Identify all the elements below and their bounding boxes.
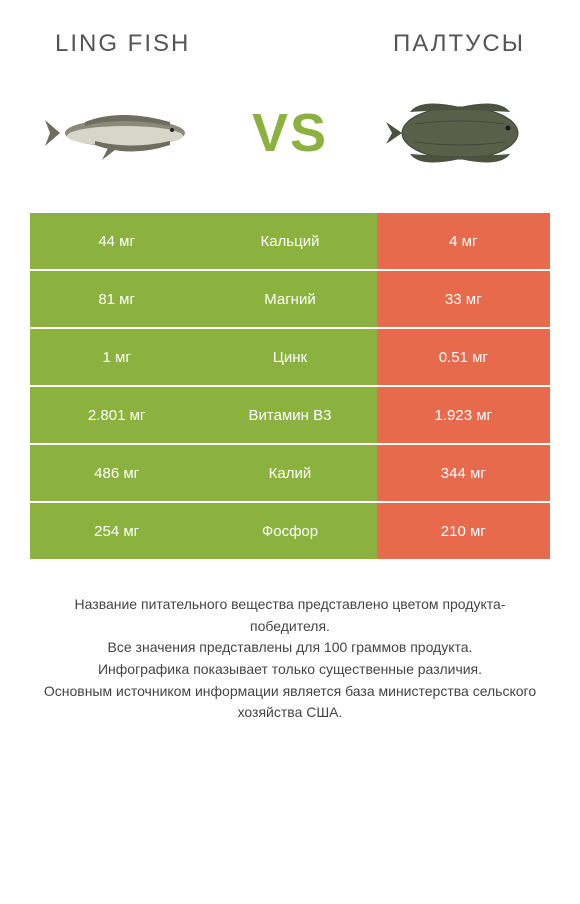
title-left: LING FISH — [55, 30, 190, 58]
footer-line: Название питательного вещества представл… — [35, 594, 545, 637]
right-value: 4 мг — [377, 213, 550, 269]
nutrient-name: Калий — [203, 445, 376, 501]
right-value: 1.923 мг — [377, 387, 550, 443]
left-value: 486 мг — [30, 445, 203, 501]
table-row: 1 мгЦинк0.51 мг — [30, 329, 550, 385]
halibut-image — [380, 88, 540, 178]
vs-row: VS — [30, 88, 550, 178]
footer-line: Все значения представлены для 100 граммо… — [35, 637, 545, 659]
right-value: 33 мг — [377, 271, 550, 327]
left-value: 44 мг — [30, 213, 203, 269]
left-value: 1 мг — [30, 329, 203, 385]
header: LING FISH ПАЛТУСЫ — [30, 30, 550, 58]
left-value: 2.801 мг — [30, 387, 203, 443]
nutrient-name: Кальций — [203, 213, 376, 269]
footer-line: Основным источником информации является … — [35, 681, 545, 724]
vs-label: VS — [252, 102, 328, 164]
left-value: 81 мг — [30, 271, 203, 327]
nutrient-name: Витамин B3 — [203, 387, 376, 443]
table-row: 254 мгФосфор210 мг — [30, 503, 550, 559]
table-row: 81 мгМагний33 мг — [30, 271, 550, 327]
table-row: 2.801 мгВитамин B31.923 мг — [30, 387, 550, 443]
table-row: 44 мгКальций4 мг — [30, 213, 550, 269]
table-row: 486 мгКалий344 мг — [30, 445, 550, 501]
right-value: 210 мг — [377, 503, 550, 559]
right-value: 0.51 мг — [377, 329, 550, 385]
comparison-table: 44 мгКальций4 мг81 мгМагний33 мг1 мгЦинк… — [30, 213, 550, 559]
right-value: 344 мг — [377, 445, 550, 501]
title-right: ПАЛТУСЫ — [393, 30, 525, 58]
nutrient-name: Магний — [203, 271, 376, 327]
left-value: 254 мг — [30, 503, 203, 559]
nutrient-name: Цинк — [203, 329, 376, 385]
nutrient-name: Фосфор — [203, 503, 376, 559]
infographic-container: LING FISH ПАЛТУСЫ VS — [0, 0, 580, 904]
footer-line: Инфографика показывает только существенн… — [35, 659, 545, 681]
ling-fish-image — [40, 88, 200, 178]
footer-notes: Название питательного вещества представл… — [30, 594, 550, 724]
